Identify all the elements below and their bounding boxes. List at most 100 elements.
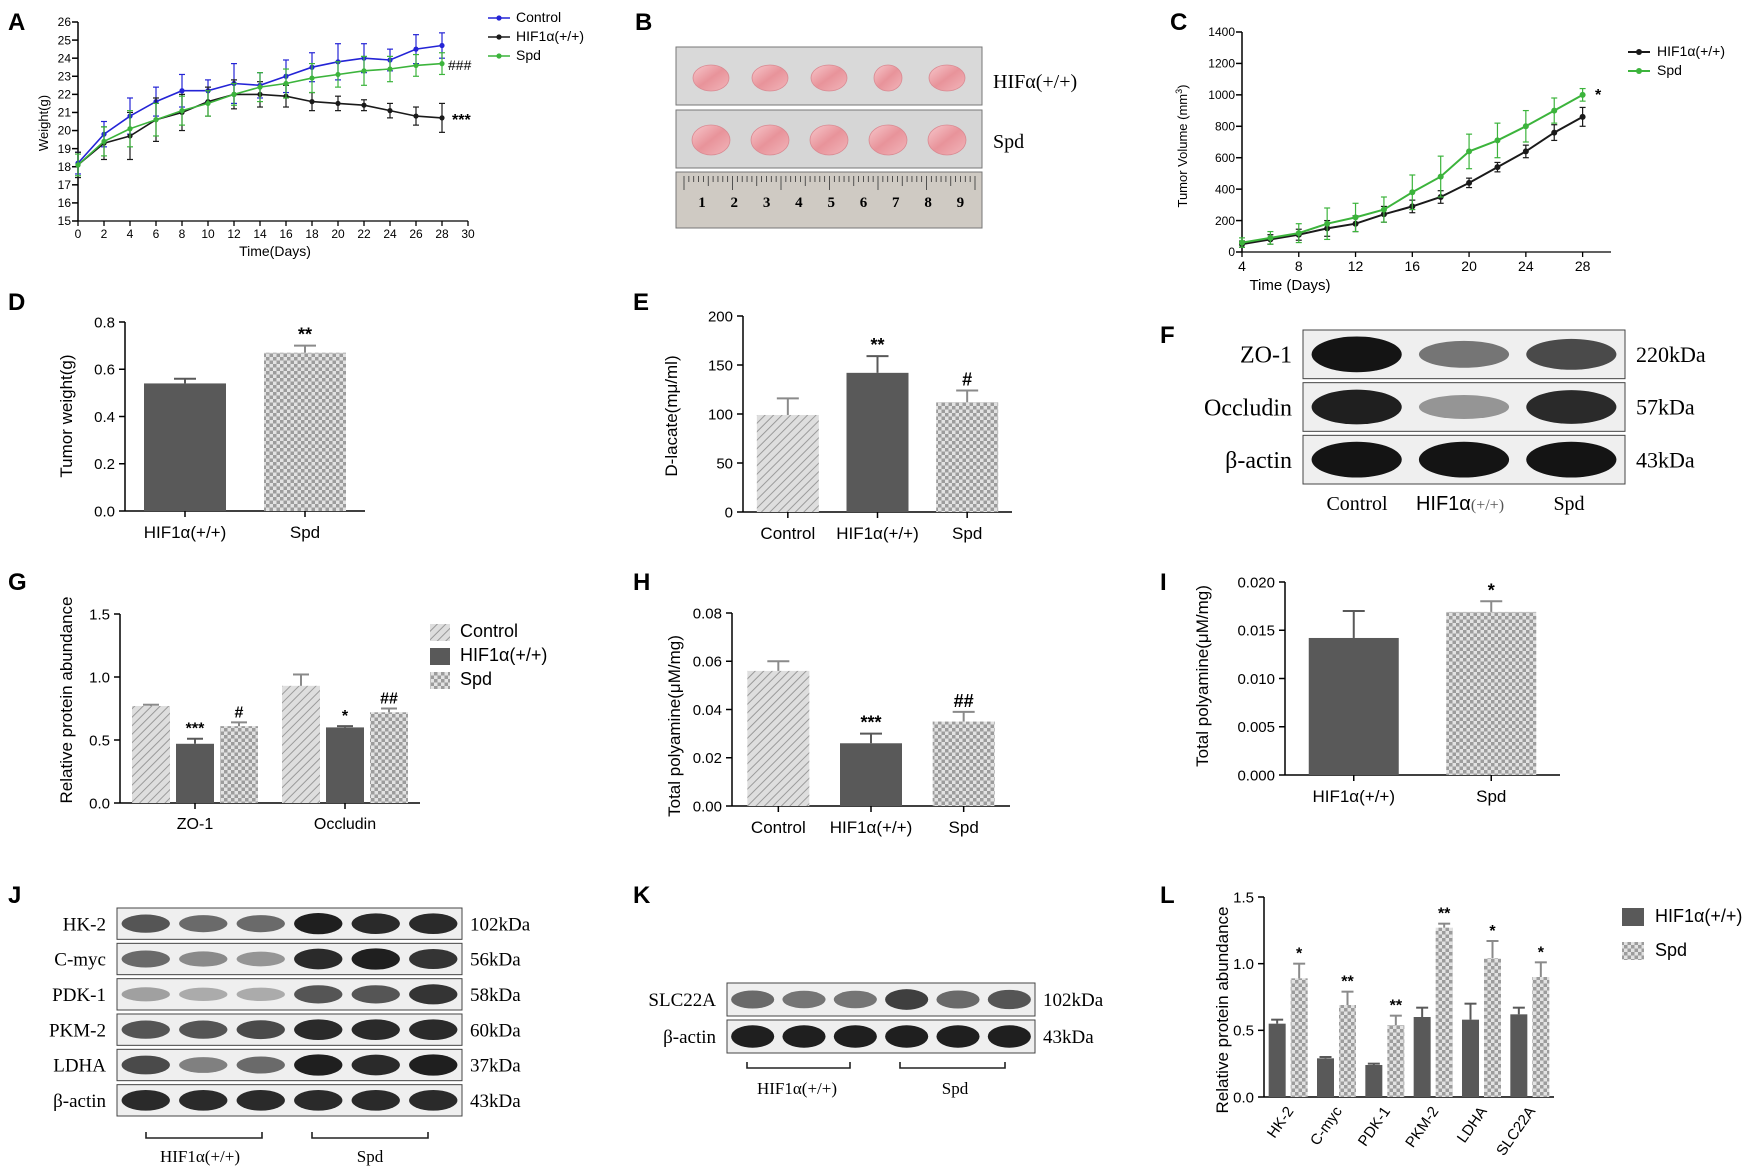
panel-a-data-point	[361, 102, 367, 108]
panel-l-bar	[1387, 1025, 1405, 1097]
panel-c-legend-marker-dot	[1636, 68, 1642, 74]
panel-g-legend-spd: Spd	[460, 669, 492, 689]
panel-e-d-lactate-chart: D-lacate(mμ/ml) 0 50 100 150 200 Control ** HIF…	[662, 308, 1012, 543]
panel-a-legend-hif: HIF1α(+/+)	[516, 28, 584, 44]
panel-l-y-tick-label: 0.0	[1233, 1089, 1254, 1106]
panel-a-x-tick-label: 10	[201, 227, 215, 241]
panel-i-bar	[1446, 611, 1537, 775]
panel-a-x-tick-label: 0	[75, 227, 82, 241]
panel-g-y-tick-label: 0.5	[89, 732, 110, 749]
panel-k-band	[885, 1025, 929, 1048]
panel-a-data-point	[387, 108, 393, 114]
tumor-sample	[751, 64, 789, 92]
panel-g-bar	[370, 712, 408, 803]
panel-c-x-tick-label: 28	[1575, 258, 1591, 274]
panel-j-blot-strip	[116, 1084, 463, 1117]
panel-k-kda-label: 102kDa	[1043, 990, 1104, 1011]
panel-a-x-tick-label: 2	[101, 227, 108, 241]
panel-a-annot-star: ***	[452, 112, 471, 129]
panel-a-x-tick-label: 18	[305, 227, 319, 241]
panel-a-x-tick-label: 16	[279, 227, 293, 241]
panel-e-significance-label: **	[870, 335, 884, 355]
panel-c-data-point	[1380, 206, 1387, 213]
panel-j-band	[236, 951, 285, 967]
panel-l-significance-label: *	[1489, 923, 1496, 940]
panel-c-y-tick-label: 400	[1215, 182, 1235, 196]
panel-a-data-point	[309, 75, 315, 81]
panel-k-protein-label: SLC22A	[648, 990, 716, 1011]
panel-h-significance-label: ***	[860, 713, 881, 733]
panel-c-data-point	[1466, 179, 1473, 186]
panel-j-group-bracket	[311, 1132, 429, 1139]
panel-a-x-tick-label: 26	[409, 227, 423, 241]
panel-l-bar	[1532, 977, 1550, 1097]
panel-f-western-blot: Control HIF1α(+/+) Spd ZO-1 220kDa Occludi…	[1204, 329, 1706, 515]
panel-l-legend-swatch	[1622, 908, 1644, 926]
panel-l-bar	[1510, 1014, 1528, 1097]
panel-a-ylabel: Weight(g)	[36, 95, 51, 151]
panel-l-ylabel: Relative protein abundance	[1213, 907, 1232, 1114]
panel-l-x-tick-label: LDHA	[1454, 1104, 1491, 1147]
panel-label-i: I	[1160, 569, 1167, 596]
panel-g-significance-label: ##	[380, 691, 398, 708]
panel-a-xlabel: Time(Days)	[239, 243, 311, 259]
panel-c-ylabel-end: )	[1175, 84, 1190, 88]
panel-g-bar	[220, 726, 258, 803]
panel-g-y-tick-label: 1.5	[89, 606, 110, 623]
panel-f-band	[1526, 441, 1617, 478]
panel-k-blot-strip	[726, 982, 1036, 1017]
panel-l-bar	[1435, 927, 1453, 1097]
panel-a-legend-marker-dot	[496, 53, 502, 59]
panel-i-x-tick-label: Spd	[1476, 787, 1506, 806]
panel-j-kda-label: 58kDa	[470, 985, 521, 1006]
panel-g-legend-swatch	[430, 672, 450, 689]
panel-a-legend-marker-dot	[496, 34, 502, 40]
panel-h-y-tick-label: 0.02	[693, 750, 722, 767]
panel-b-row-label-spd: Spd	[993, 131, 1024, 153]
panel-j-band	[294, 1019, 343, 1040]
panel-j-band	[179, 1090, 228, 1111]
panel-a-data-point	[413, 46, 419, 52]
panel-e-bar	[936, 402, 999, 512]
panel-j-band	[409, 913, 458, 934]
tumor-sample	[750, 124, 790, 156]
panel-c-tumor-volume-chart: Time (Days) Tumor Volume (mm3) HIF1α(+/+…	[1174, 25, 1725, 294]
panel-g-x-tick-label: Occludin	[314, 816, 376, 833]
panel-a-weight-chart: Time(Days) Weight(g) Control HIF1α(+/+) …	[36, 9, 584, 259]
panel-f-protein-label: Occludin	[1204, 395, 1292, 421]
panel-c-data-point	[1522, 123, 1529, 130]
panel-f-lane-label-spd: Spd	[1553, 493, 1584, 515]
panel-k-group-bracket	[899, 1062, 1006, 1069]
panel-f-band	[1311, 389, 1402, 425]
panel-g-protein-abundance-chart: Relative protein abundance Control HIF1α…	[57, 597, 547, 833]
panel-a-legend-control: Control	[516, 9, 561, 25]
panel-a-y-tick-label: 17	[58, 178, 72, 192]
panel-l-bar	[1462, 1019, 1479, 1097]
panel-l-significance-label: *	[1538, 944, 1545, 961]
tumor-sample	[692, 64, 730, 92]
panel-f-lane-label-control: Control	[1326, 493, 1388, 515]
panel-c-y-tick-label: 0	[1228, 245, 1235, 259]
panel-j-group-label-hif: HIF1α(+/+)	[160, 1147, 240, 1166]
panel-a-x-tick-label: 30	[461, 227, 475, 241]
ruler-number: 2	[731, 195, 739, 211]
panel-label-e: E	[633, 289, 649, 316]
panel-c-legend-spd: Spd	[1657, 62, 1682, 78]
panel-f-lane-label-hif: HIF1α(+/+)	[1416, 493, 1504, 515]
panel-a-y-tick-label: 24	[58, 51, 72, 65]
panel-k-band	[936, 1025, 980, 1048]
panel-l-bar	[1339, 1005, 1356, 1097]
panel-h-ylabel: Total polyamine(μM/mg)	[665, 635, 684, 817]
panel-c-x-tick-label: 4	[1238, 258, 1246, 274]
panel-label-a: A	[8, 9, 25, 36]
panel-l-bar	[1317, 1058, 1334, 1097]
panel-d-y-tick-label: 0.4	[94, 409, 115, 426]
panel-a-data-point	[283, 80, 289, 87]
panel-a-x-tick-label: 20	[331, 227, 345, 241]
panel-h-total-polyamine-chart: Total polyamine(μM/mg) 0.00 0.02 0.04 0.06 0…	[665, 605, 1010, 837]
panel-a-legend-marker-dot	[496, 15, 502, 21]
panel-a-data-point	[439, 42, 445, 49]
panel-j-band	[294, 948, 343, 970]
panel-f-band	[1418, 395, 1510, 419]
panel-l-y-tick-label: 1.5	[1233, 889, 1254, 906]
